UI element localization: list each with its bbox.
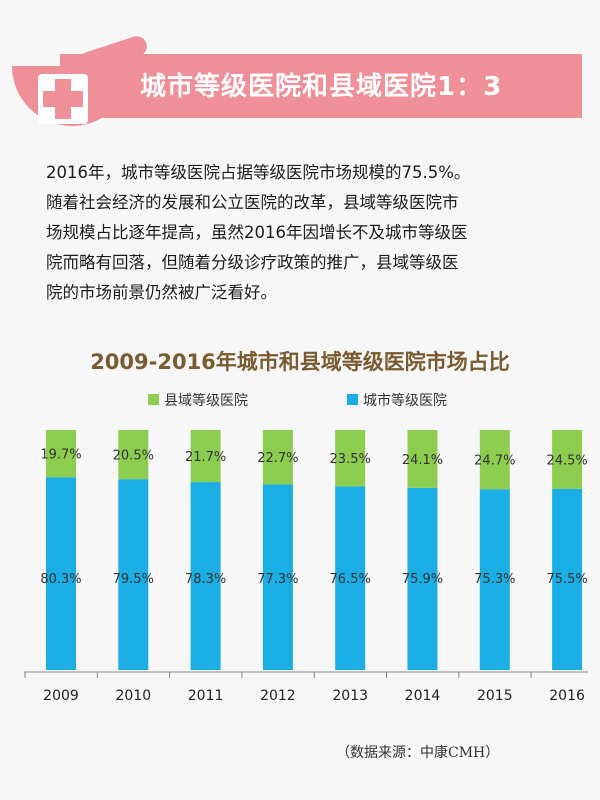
data-label-county: 19.7% [40, 448, 81, 463]
bar-county [262, 430, 293, 485]
x-tick-label: 2015 [477, 688, 513, 704]
bar-county [407, 430, 438, 488]
data-label-city: 76.5% [330, 572, 371, 587]
paragraph-line: 2016年，城市等级医院占据等级医院市场规模的75.5%。 [46, 163, 471, 182]
bar-county [118, 430, 149, 480]
page-title: 城市等级医院和县域医院1：3 [140, 72, 503, 102]
data-label-county: 20.5% [113, 449, 154, 464]
x-tick-label: 2014 [405, 688, 441, 704]
data-label-city: 75.9% [402, 572, 443, 587]
data-label-county: 24.7% [474, 454, 515, 469]
bar-county [552, 430, 583, 489]
bar-city [479, 489, 510, 670]
legend-label: 县域等级医院 [164, 392, 248, 409]
data-label-city: 80.3% [40, 572, 81, 587]
data-label-city: 78.3% [185, 572, 226, 587]
intro-paragraph: 2016年，城市等级医院占据等级医院市场规模的75.5%。 随着社会经济的发展和… [46, 158, 566, 308]
x-tick-label: 2012 [260, 688, 296, 704]
paragraph-line: 院而略有回落，但随着分级诊疗政策的推广，县域等级医 [46, 253, 459, 272]
bar-county [190, 430, 221, 483]
x-tick-label: 2011 [188, 688, 224, 704]
data-label-county: 21.7% [185, 450, 226, 465]
paragraph-line: 随着社会经济的发展和公立医院的改革，县域等级医院市 [46, 193, 459, 212]
data-label-city: 75.5% [546, 572, 587, 587]
x-tick-label: 2010 [115, 688, 151, 704]
legend-label: 城市等级医院 [363, 392, 447, 409]
banner-bar [60, 54, 582, 118]
bar-city [262, 484, 293, 670]
bar-county [335, 430, 366, 487]
header-banner: 城市等级医院和县域医院1：3 [0, 33, 600, 150]
x-tick-label: 2009 [43, 688, 79, 704]
bar-county [479, 430, 510, 490]
legend-swatch [148, 394, 159, 405]
bar-city [407, 487, 438, 670]
bar-city [118, 479, 149, 670]
data-label-city: 77.3% [257, 572, 298, 587]
paragraph-line: 院的市场前景仍然被广泛看好。 [46, 283, 277, 302]
paragraph-line: 场规模占比逐年提高，虽然2016年因增长不及城市等级医 [46, 223, 468, 242]
bar-city [335, 486, 366, 670]
chart-title: 2009-2016年城市和县域等级医院市场占比 [90, 350, 510, 374]
data-label-city: 75.3% [474, 572, 515, 587]
medical-cross-icon-horizontal [43, 91, 83, 107]
bar-city [190, 482, 221, 670]
bar-city [46, 477, 76, 670]
data-source: （数据来源：中康CMH） [336, 745, 500, 761]
x-tick-label: 2013 [332, 688, 368, 704]
data-label-county: 24.1% [402, 453, 443, 468]
legend-swatch [347, 394, 358, 405]
x-tick-label: 2016 [549, 688, 585, 704]
data-label-county: 22.7% [257, 451, 298, 466]
data-label-county: 23.5% [330, 452, 371, 467]
bar-city [552, 488, 583, 670]
bar-county [46, 430, 76, 478]
data-label-city: 79.5% [113, 572, 154, 587]
data-label-county: 24.5% [546, 453, 587, 468]
